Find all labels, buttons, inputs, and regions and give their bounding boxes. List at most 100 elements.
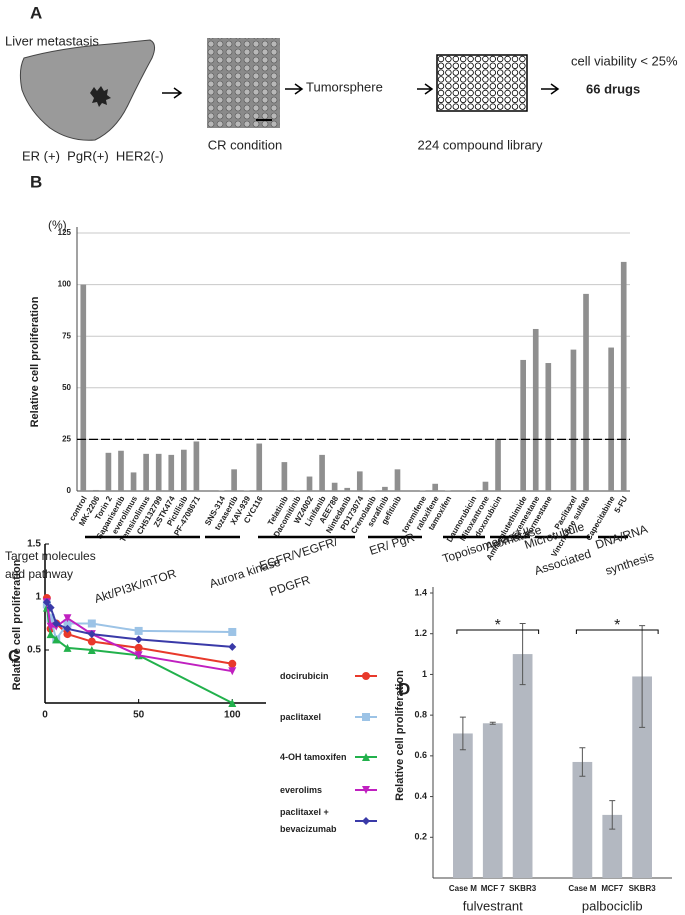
text: ER (+) PgR(+) HER2(-) <box>22 148 164 163</box>
well <box>467 82 474 90</box>
bar <box>470 490 476 491</box>
bar <box>482 723 503 878</box>
well <box>511 103 519 110</box>
well <box>489 55 496 63</box>
bar <box>432 483 439 491</box>
panel-label: C <box>8 646 20 665</box>
well <box>504 76 511 83</box>
well <box>467 96 474 103</box>
legend-label: paclitaxel + bevacizumab <box>280 807 337 834</box>
data-point <box>87 630 96 639</box>
bar <box>344 487 351 491</box>
well <box>474 76 482 83</box>
bar <box>93 489 99 491</box>
data-point <box>228 659 237 668</box>
y-tick-label: 50 <box>62 383 71 392</box>
bar <box>231 469 237 491</box>
x-tick-label: 50 <box>133 710 145 721</box>
legend-marker <box>362 753 370 761</box>
y-unit: (%) <box>48 218 67 232</box>
group-label: Associated <box>533 546 593 577</box>
bar <box>356 471 363 491</box>
legend-label: paclitaxel <box>280 712 322 722</box>
significance-label: * <box>614 617 620 634</box>
well <box>489 96 496 103</box>
data-point <box>228 642 237 651</box>
well <box>437 82 445 90</box>
y-tick-label: 1 <box>422 669 427 679</box>
error-bar <box>489 721 496 725</box>
well <box>482 96 489 103</box>
well <box>497 82 504 90</box>
well <box>497 103 504 110</box>
well <box>437 69 445 76</box>
error-bar <box>459 716 466 751</box>
y-tick-label: 25 <box>62 435 71 444</box>
error-bar <box>519 623 526 686</box>
bar <box>583 293 589 491</box>
well <box>460 89 467 97</box>
bar <box>369 490 376 491</box>
bar <box>444 490 451 491</box>
y-tick-label: 0 <box>67 486 72 495</box>
well <box>511 55 519 63</box>
well <box>437 76 445 83</box>
bar <box>306 476 313 491</box>
well <box>474 82 482 90</box>
well <box>504 55 511 63</box>
panel-label: A <box>30 3 42 22</box>
data-point <box>63 624 72 633</box>
bar <box>181 449 187 491</box>
well <box>497 69 504 76</box>
arrow <box>417 83 434 95</box>
well <box>460 82 467 90</box>
y-tick-label: 1.4 <box>414 587 427 597</box>
panel-label: B <box>30 172 42 191</box>
y-tick-label: 75 <box>62 331 71 340</box>
well <box>437 89 445 97</box>
data-point <box>63 619 72 628</box>
data-point <box>134 626 143 635</box>
well <box>437 96 445 103</box>
group-label: EGFR/VEGFR/ <box>258 534 340 573</box>
well <box>445 96 452 103</box>
error-bar <box>639 625 646 728</box>
group-label: DNA/RNA <box>594 522 650 552</box>
data-point <box>134 643 143 652</box>
well <box>452 103 459 110</box>
data-point <box>87 619 96 628</box>
data-point <box>228 667 237 676</box>
wells <box>437 55 526 110</box>
data-point <box>63 630 72 639</box>
well <box>519 96 526 103</box>
bar <box>105 452 112 491</box>
bar <box>256 443 263 491</box>
data-point <box>42 598 51 607</box>
x-tick-label: 5-FU <box>613 494 630 514</box>
bar <box>130 472 137 491</box>
well <box>482 76 489 83</box>
y-tick-label: 1.5 <box>27 539 41 550</box>
y-tick-label: 125 <box>58 228 72 237</box>
well <box>474 96 482 103</box>
text: 66 drugs <box>586 81 640 96</box>
x-tick-label: MCF 7 <box>481 884 506 893</box>
group-label: PDGFR <box>268 572 313 598</box>
y-axis-label: Relative cell proliferation <box>11 559 23 690</box>
bar <box>143 453 149 491</box>
well <box>460 96 467 103</box>
well <box>445 76 452 83</box>
y-tick-label: 1.2 <box>414 628 427 638</box>
well <box>504 103 511 110</box>
well <box>474 69 482 76</box>
bar <box>453 733 473 878</box>
well <box>460 76 467 83</box>
bar <box>608 347 614 491</box>
data-point <box>134 635 143 644</box>
well <box>519 89 526 97</box>
well <box>497 76 504 83</box>
bar <box>331 482 338 491</box>
bar <box>545 363 552 491</box>
bar <box>243 490 250 491</box>
